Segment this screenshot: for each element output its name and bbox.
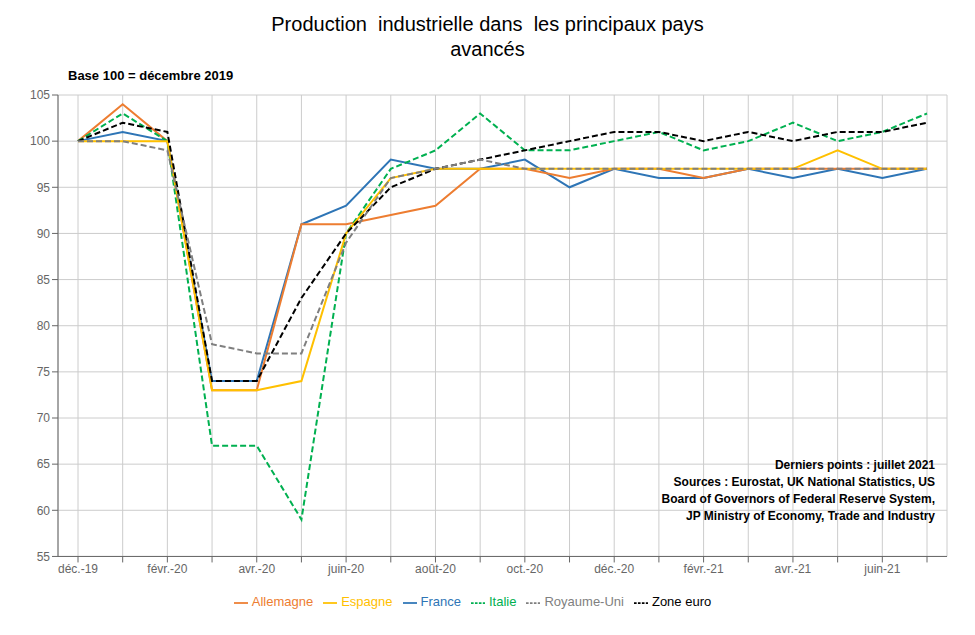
- html-text:Production industrielle dans l: Production industrielle dans les princip…: [271, 13, 704, 60]
- svg-text:95: 95: [37, 181, 51, 195]
- svg-text:juin-20: juin-20: [327, 562, 364, 576]
- html-text:Sources : Eurostat, UK Nationa: Sources : Eurostat, UK National Statisti…: [673, 475, 935, 489]
- svg-text:75: 75: [37, 365, 51, 379]
- html-text:Zone euro: Zone euro: [652, 594, 712, 610]
- svg-text:60: 60: [37, 504, 51, 518]
- svg-text:70: 70: [37, 411, 51, 425]
- html-text:Allemagne: Allemagne: [251, 594, 314, 610]
- html-text:Espagne: Espagne: [341, 594, 393, 610]
- svg-text:90: 90: [37, 227, 51, 241]
- html-text:Royaume-Uni: Royaume-Uni: [544, 594, 624, 610]
- svg-text:65: 65: [37, 457, 51, 471]
- svg-text:avr.-21: avr.-21: [775, 562, 812, 576]
- svg-text:févr.-21: févr.-21: [684, 562, 724, 576]
- svg-text:105: 105: [30, 88, 50, 102]
- svg-text:févr.-20: févr.-20: [147, 562, 187, 576]
- svg-text:85: 85: [37, 273, 51, 287]
- html-text:France: France: [420, 594, 461, 610]
- svg-text:déc.-19: déc.-19: [58, 562, 98, 576]
- svg-text:déc.-20: déc.-20: [594, 562, 634, 576]
- svg-text:août-20: août-20: [415, 562, 456, 576]
- html-text:Derniers points : juillet 2021: Derniers points : juillet 2021: [774, 458, 935, 472]
- html-text:Base 100 = décembre 2019: Base 100 = décembre 2019: [68, 68, 234, 83]
- svg-text:100: 100: [30, 134, 50, 148]
- svg-text:juin-21: juin-21: [863, 562, 900, 576]
- svg-text:avr.-20: avr.-20: [238, 562, 275, 576]
- html-text:JP Ministry of Economy, Trade: JP Ministry of Economy, Trade and Indust…: [686, 509, 935, 523]
- svg-text:80: 80: [37, 319, 51, 333]
- html-text:Italie: Italie: [489, 594, 517, 610]
- html-text:Board of Governors of Federal: Board of Governors of Federal Reserve Sy…: [661, 492, 935, 506]
- svg-text:55: 55: [37, 550, 51, 564]
- svg-text:oct.-20: oct.-20: [506, 562, 543, 576]
